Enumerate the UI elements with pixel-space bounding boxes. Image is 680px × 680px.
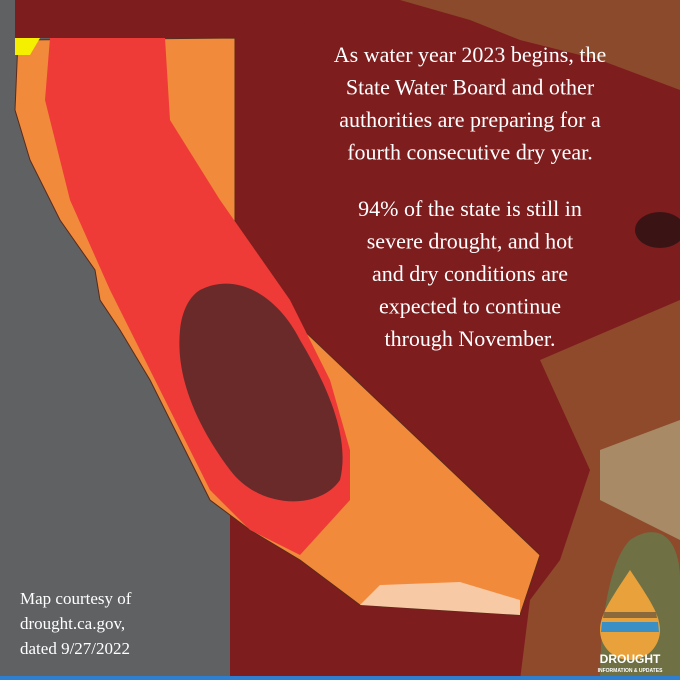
region-light — [360, 582, 520, 615]
region-brown — [400, 0, 680, 90]
message-line: As water year 2023 begins, the — [334, 42, 606, 67]
message-line: severe drought, and hot — [367, 229, 574, 254]
message-line: State Water Board and other — [346, 75, 595, 100]
region-yellow — [15, 38, 40, 55]
logo-stripe — [601, 622, 659, 632]
message-line: expected to continue — [379, 294, 561, 319]
message-line: 94% of the state is still in — [358, 196, 582, 221]
bottom-bar — [0, 676, 680, 680]
logo: DROUGHT INFORMATION & UPDATES — [598, 570, 663, 674]
message-line: authorities are preparing for a — [339, 107, 601, 132]
credit-line: dated 9/27/2022 — [20, 639, 130, 658]
message-line: through November. — [384, 326, 555, 351]
logo-title: DROUGHT — [600, 652, 661, 666]
credit-line: drought.ca.gov, — [20, 614, 125, 633]
message-line: fourth consecutive dry year. — [347, 140, 593, 165]
oregon — [15, 0, 320, 38]
credit-line: Map courtesy of — [20, 589, 132, 608]
message: As water year 2023 begins, the State Wate… — [334, 42, 606, 351]
logo-subtitle: INFORMATION & UPDATES — [598, 668, 663, 674]
region-tan — [600, 420, 680, 540]
region-dark — [635, 212, 680, 248]
credit: Map courtesy of drought.ca.gov, dated 9/27… — [20, 589, 132, 658]
exceptional-drought — [179, 283, 343, 502]
logo-stripe — [603, 612, 657, 618]
message-line: and dry conditions are — [372, 261, 568, 286]
